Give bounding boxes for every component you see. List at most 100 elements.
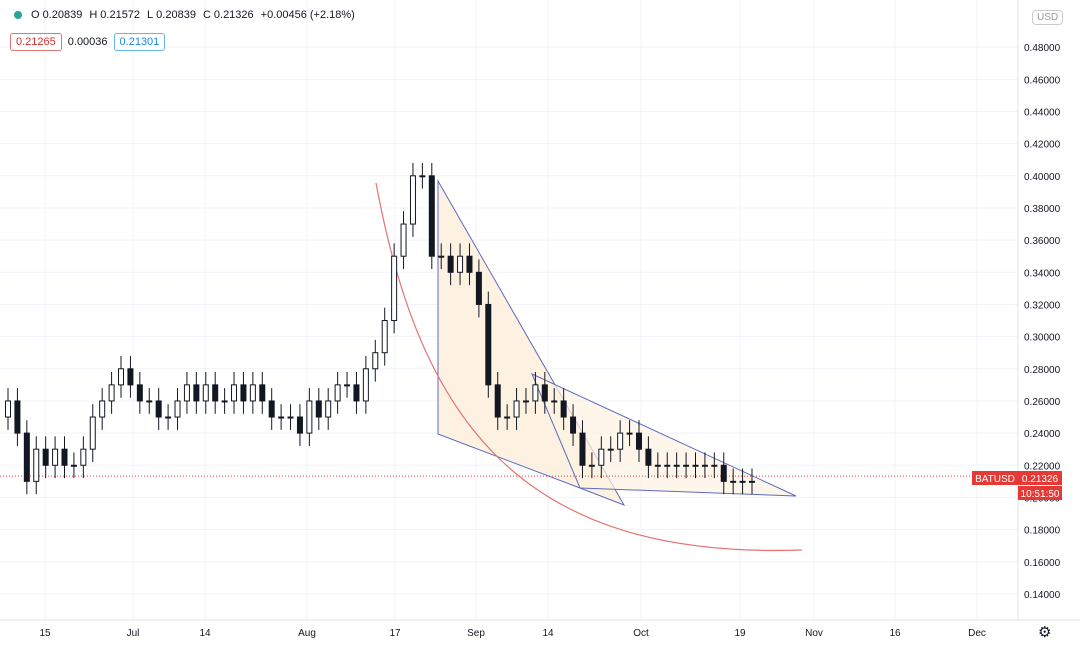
candle-body (560, 400, 567, 418)
candle (33, 436, 40, 495)
close-value: 0.21326 (213, 9, 254, 21)
y-tick-label: 0.46000 (1024, 75, 1061, 86)
price-tag-countdown: 10:51:50 (1021, 489, 1060, 500)
candle-body (635, 432, 642, 450)
candle (42, 436, 49, 479)
candle (541, 372, 548, 414)
candle-body (353, 384, 360, 402)
ask-value[interactable]: 0.21301 (113, 33, 166, 51)
currency-badge[interactable]: USD (1032, 10, 1064, 25)
candle (645, 436, 652, 479)
symbol-status-icon (14, 11, 22, 19)
candle (334, 372, 341, 414)
x-tick-label: Aug (298, 628, 316, 639)
price-tag-countdown-box (1018, 486, 1062, 500)
candle (485, 291, 492, 398)
candle (711, 452, 718, 479)
candle-body (409, 175, 416, 225)
candle-body (221, 400, 228, 403)
x-tick-label: 14 (199, 628, 211, 639)
candle (278, 404, 285, 430)
candle (720, 452, 727, 495)
candle-body (259, 384, 266, 402)
candle (202, 372, 209, 414)
candle (353, 372, 360, 414)
candle-body (541, 384, 548, 402)
y-tick-label: 0.38000 (1024, 204, 1061, 215)
candle (296, 404, 303, 446)
candle-body (749, 480, 755, 483)
y-tick-label: 0.48000 (1024, 43, 1061, 54)
spread-value: 0.00036 (67, 36, 108, 48)
candle (381, 307, 388, 366)
candle (683, 452, 690, 479)
candle-body (5, 400, 11, 418)
candle (409, 162, 416, 237)
candle-body (165, 416, 172, 419)
candle (362, 355, 369, 414)
x-tick-label: 16 (889, 628, 901, 639)
gear-icon[interactable]: ⚙ (1038, 624, 1052, 641)
candle-body (14, 400, 21, 434)
y-tick-label: 0.22000 (1024, 461, 1061, 472)
candle-body (391, 255, 398, 322)
candle-body (730, 480, 737, 483)
candle-body (428, 175, 435, 257)
candle-body (108, 384, 115, 402)
x-tick-label: Sep (467, 628, 485, 639)
candle (89, 404, 96, 463)
candle (438, 243, 445, 270)
candle (428, 162, 435, 270)
candle-body (325, 400, 332, 418)
candle (99, 388, 106, 430)
candle-body (344, 384, 351, 387)
low-value: 0.20839 (156, 9, 196, 21)
candle-body (193, 384, 200, 402)
candle (221, 388, 228, 414)
candle (579, 420, 586, 479)
candle (61, 436, 68, 479)
candle-body (362, 368, 369, 402)
candle (607, 436, 614, 463)
x-tick-label: 19 (734, 628, 746, 639)
x-tick-label: 17 (389, 628, 401, 639)
candle (183, 372, 190, 414)
candle (532, 372, 539, 414)
candle-body (42, 448, 49, 466)
candle-body (155, 400, 162, 418)
candle-body (579, 432, 586, 466)
y-tick-label: 0.30000 (1024, 333, 1061, 344)
open-value: 0.20839 (42, 9, 83, 21)
candle (5, 388, 11, 430)
candle-body (475, 271, 482, 305)
candle (617, 420, 624, 463)
candle-body (33, 448, 40, 482)
candle-body (183, 384, 190, 402)
candle (673, 452, 680, 479)
candle-body (673, 464, 680, 467)
candle (730, 468, 737, 495)
candle (400, 211, 407, 270)
bid-value[interactable]: 0.21265 (10, 33, 62, 51)
candle-body (664, 464, 671, 467)
candle-body (692, 464, 699, 467)
candle-body (306, 400, 313, 434)
candle-body (146, 400, 153, 403)
candle-body (598, 448, 605, 466)
candle-body (419, 175, 426, 178)
candle-body (485, 303, 492, 386)
candle (127, 355, 134, 398)
x-tick-label: Jul (127, 628, 140, 639)
candle-body (240, 384, 247, 402)
candle (664, 452, 671, 479)
high-label: H (89, 9, 98, 21)
candle (212, 372, 219, 414)
candle (259, 372, 266, 414)
y-tick-label: 0.18000 (1024, 526, 1061, 537)
candle (560, 388, 567, 430)
candle (23, 420, 30, 495)
y-axis-labels: 0.140000.160000.180000.200000.220000.240… (1024, 43, 1061, 601)
candle-body (447, 255, 454, 273)
candle-body (494, 384, 501, 418)
